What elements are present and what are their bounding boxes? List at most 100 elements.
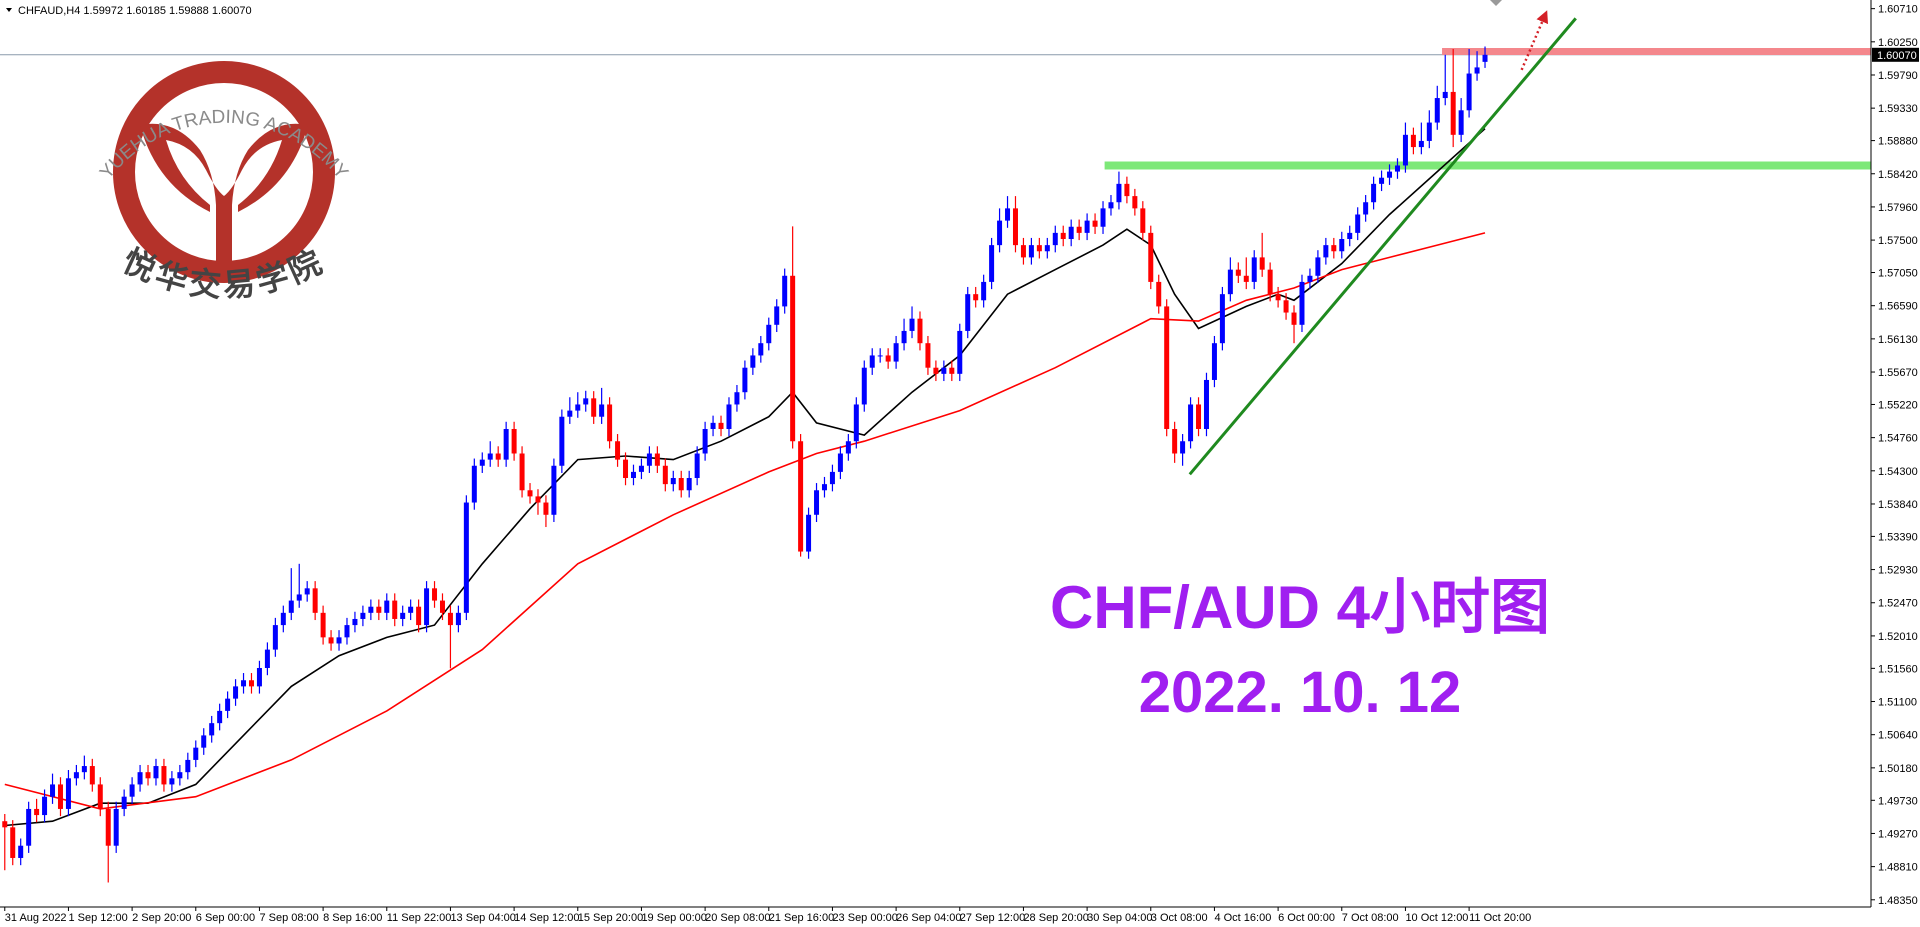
candle-body: [1466, 73, 1472, 111]
candle-body: [344, 625, 350, 638]
candle-body: [893, 343, 899, 362]
candle-body: [527, 490, 533, 497]
candle-body: [256, 667, 262, 687]
candle-body: [623, 459, 629, 479]
candle-body: [328, 637, 334, 644]
candle-body: [487, 453, 493, 460]
candle-body: [1116, 183, 1122, 203]
current-price-label: 1.60070: [1877, 50, 1917, 62]
y-tick-label: 1.56590: [1878, 301, 1918, 313]
candle-body: [479, 459, 485, 466]
candle-body: [638, 465, 644, 472]
x-tick-label: 4 Oct 16:00: [1214, 912, 1271, 924]
candle-body: [1371, 183, 1377, 203]
candle-body: [837, 453, 843, 472]
x-tick-label: 3 Oct 08:00: [1151, 912, 1208, 924]
candle-body: [782, 275, 788, 307]
x-tick-label: 21 Sep 16:00: [769, 912, 834, 924]
candle-body: [1259, 257, 1265, 270]
candle-body: [1092, 220, 1098, 227]
candle-body: [10, 827, 16, 858]
candle-body: [471, 465, 477, 503]
candle-body: [1172, 428, 1178, 454]
x-tick-label: 1 Sep 12:00: [68, 912, 127, 924]
candle-body: [248, 680, 254, 687]
candle-body: [925, 343, 931, 368]
candle-body: [766, 324, 772, 344]
candle-body: [1076, 226, 1082, 233]
candle-body: [1307, 275, 1313, 282]
candle-body: [209, 723, 215, 736]
candle-body: [559, 416, 565, 466]
y-tick-label: 1.48350: [1878, 895, 1918, 907]
candle-body: [1355, 214, 1361, 233]
symbol-header: CHFAUD,H4 1.59972 1.60185 1.59888 1.6007…: [18, 5, 252, 17]
candle-body: [1418, 140, 1424, 148]
candle-body: [217, 710, 223, 724]
candle-body: [933, 367, 939, 374]
trendline: [1188, 17, 1577, 476]
candle-body: [34, 808, 40, 816]
candle-body: [1100, 208, 1106, 227]
moving-average: [4, 232, 1486, 810]
candle-body: [1323, 245, 1329, 258]
y-tick-label: 1.52010: [1878, 631, 1918, 643]
candle-body: [424, 588, 430, 626]
candle-body: [1196, 404, 1202, 429]
candle-body: [798, 441, 804, 552]
candle-body: [686, 478, 692, 491]
menu-triangle: [6, 8, 12, 12]
candle-body: [185, 759, 191, 773]
candle-body: [1203, 379, 1209, 429]
shift-marker: [1490, 0, 1502, 6]
candle-body: [81, 766, 87, 773]
candle-body: [408, 606, 414, 613]
candle-body: [742, 367, 748, 393]
candle-body: [272, 625, 278, 650]
x-tick-label: 8 Sep 16:00: [323, 912, 382, 924]
candle-body: [352, 618, 358, 626]
candle-body: [336, 637, 342, 644]
candle-body: [957, 330, 963, 374]
y-tick-label: 1.49270: [1878, 828, 1918, 840]
candle-body: [981, 281, 987, 301]
candle-body: [280, 612, 286, 626]
candle-body: [662, 465, 668, 485]
candle-body: [1227, 269, 1233, 295]
candle-body: [1458, 110, 1464, 135]
candle-body: [1299, 281, 1305, 325]
candle-body: [241, 680, 247, 687]
candle-body: [615, 441, 621, 460]
candle-body: [965, 294, 971, 331]
candle-body: [941, 367, 947, 374]
candle-body: [400, 612, 406, 619]
candle-body: [447, 612, 453, 626]
y-tick-label: 1.59790: [1878, 70, 1918, 82]
candle-body: [2, 821, 8, 828]
candle-body: [1379, 177, 1385, 184]
candle-body: [50, 784, 56, 797]
y-tick-label: 1.50180: [1878, 763, 1918, 775]
candle-body: [1132, 196, 1138, 209]
y-tick-label: 1.60250: [1878, 37, 1918, 49]
y-tick-label: 1.52470: [1878, 598, 1918, 610]
candle-body: [153, 766, 159, 779]
candle-body: [1394, 165, 1400, 172]
candle-body: [73, 772, 79, 779]
candle-body: [320, 612, 326, 638]
candle-body: [1156, 281, 1162, 307]
candle-body: [670, 478, 676, 485]
candle-body: [201, 735, 207, 748]
candle-body: [543, 502, 549, 515]
candle-body: [973, 294, 979, 301]
candle-body: [583, 398, 589, 405]
candle-body: [376, 606, 382, 613]
y-tick-label: 1.56130: [1878, 334, 1918, 346]
candle-body: [304, 588, 310, 595]
candle-body: [455, 612, 461, 626]
candle-body: [909, 318, 915, 331]
candle-body: [806, 514, 812, 552]
candle-body: [1148, 232, 1154, 282]
candle-body: [1387, 171, 1393, 178]
candle-body: [535, 496, 541, 503]
